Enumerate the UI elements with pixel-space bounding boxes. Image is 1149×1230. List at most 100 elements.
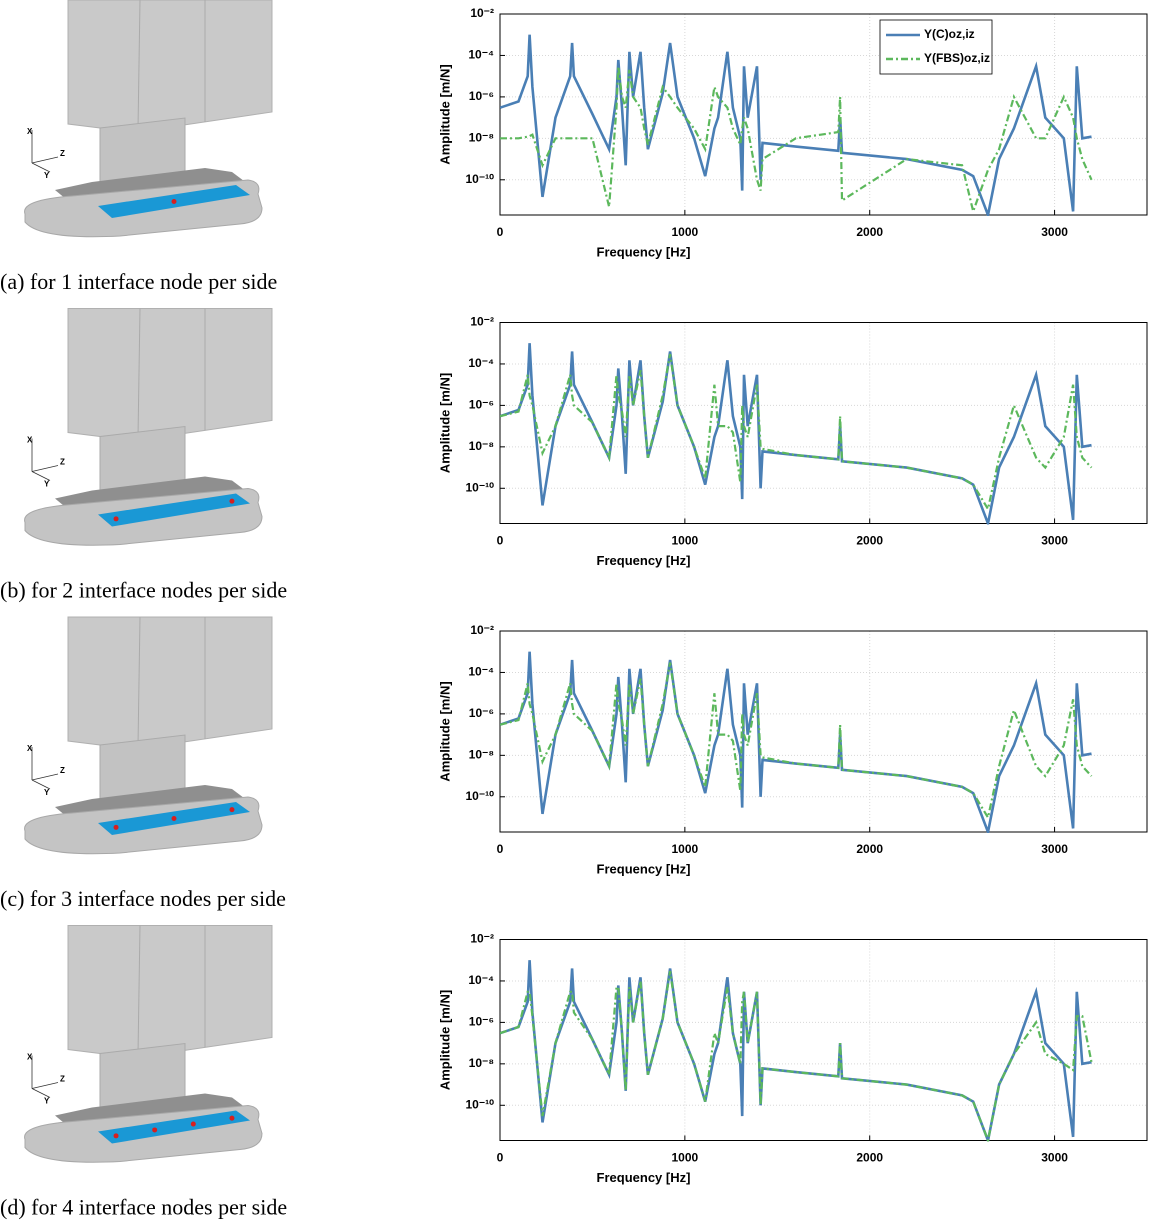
series-line bbox=[500, 353, 1093, 512]
interface-node bbox=[113, 824, 119, 830]
x-tick-label: 0 bbox=[497, 534, 504, 548]
plot-area bbox=[500, 14, 1147, 215]
axis-arrow bbox=[31, 1088, 51, 1098]
axes-box bbox=[499, 322, 1148, 524]
model-render: X Z Y bbox=[24, 308, 273, 546]
model-render: X Z Y bbox=[24, 925, 273, 1163]
model-axis-label: Y bbox=[44, 171, 50, 180]
axes-box bbox=[499, 13, 1148, 216]
y-axis-label: Amplitude [m/N] bbox=[437, 64, 452, 164]
y-tick-label: 10⁻¹⁰ bbox=[466, 1097, 495, 1111]
y-tick-label: 10⁻² bbox=[470, 932, 494, 946]
interface-node bbox=[113, 1133, 119, 1139]
panel: X Z Y (b) for 2 interface nodes per side 10⁻… bbox=[0, 308, 1148, 603]
x-tick-label: 2000 bbox=[856, 842, 883, 856]
interface-node bbox=[229, 498, 235, 504]
model-axis-label: Y bbox=[44, 480, 50, 489]
model-axis-label: X bbox=[27, 436, 33, 445]
model-axis-label: X bbox=[27, 1053, 33, 1062]
y-tick-label: 10⁻⁶ bbox=[469, 706, 494, 720]
panel: X Z Y (c) for 3 interface nodes per side 10⁻… bbox=[0, 616, 1148, 911]
x-tick-label: 3000 bbox=[1041, 534, 1068, 548]
y-tick-label: 10⁻⁴ bbox=[468, 665, 494, 679]
x-tick-label: 0 bbox=[497, 842, 504, 856]
model-axis-label: Z bbox=[60, 458, 65, 467]
x-axis-label: Frequency [Hz] bbox=[597, 553, 691, 568]
interface-node bbox=[171, 816, 177, 821]
interface-strip bbox=[98, 1110, 250, 1144]
model-axis-label: Y bbox=[44, 1097, 50, 1106]
x-tick-label: 1000 bbox=[672, 225, 699, 239]
series-line bbox=[500, 34, 1092, 216]
plot-area bbox=[500, 939, 1147, 1141]
x-tick-label: 3000 bbox=[1041, 1151, 1068, 1165]
x-tick-label: 3000 bbox=[1041, 842, 1068, 856]
y-tick-label: 10⁻⁸ bbox=[469, 131, 494, 145]
upper-block bbox=[67, 308, 273, 440]
panel: X Z Y (d) for 4 interface nodes per side 10⁻… bbox=[0, 925, 1148, 1220]
panel: X Z Y (a) for 1 interface node per side 10⁻²… bbox=[0, 0, 1148, 294]
y-tick-label: 10⁻⁴ bbox=[468, 973, 494, 987]
block-edge bbox=[137, 616, 141, 747]
y-tick-label: 10⁻⁸ bbox=[469, 439, 494, 453]
interface-node bbox=[152, 1127, 158, 1133]
legend-label: Y(C)oz,iz bbox=[924, 27, 975, 41]
series-line bbox=[500, 343, 1092, 525]
y-tick-label: 10⁻⁶ bbox=[469, 89, 494, 103]
model-render: X Z Y bbox=[24, 0, 273, 238]
upper-block bbox=[67, 925, 273, 1057]
interface-node bbox=[229, 807, 235, 813]
y-tick-label: 10⁻⁸ bbox=[469, 748, 494, 762]
x-tick-label: 1000 bbox=[672, 534, 699, 548]
y-tick-label: 10⁻¹⁰ bbox=[466, 480, 495, 494]
interface-node bbox=[190, 1121, 196, 1127]
x-tick-label: 1000 bbox=[672, 842, 699, 856]
y-tick-label: 10⁻² bbox=[470, 6, 494, 20]
x-axis-label: Frequency [Hz] bbox=[597, 861, 691, 876]
y-tick-label: 10⁻¹⁰ bbox=[466, 789, 495, 803]
series-line bbox=[500, 662, 1093, 821]
x-tick-label: 2000 bbox=[856, 534, 883, 548]
model-axis-label: Z bbox=[60, 766, 65, 775]
y-tick-label: 10⁻⁶ bbox=[469, 398, 494, 412]
y-axis-label: Amplitude [m/N] bbox=[437, 990, 452, 1090]
interface-node bbox=[171, 199, 177, 204]
caption: (d) for 4 interface nodes per side bbox=[0, 1195, 287, 1220]
x-tick-label: 3000 bbox=[1041, 225, 1068, 239]
plot-area bbox=[500, 631, 1147, 832]
legend-box bbox=[879, 19, 993, 75]
x-tick-label: 2000 bbox=[856, 1151, 883, 1165]
x-tick-label: 1000 bbox=[672, 1151, 699, 1165]
upper-block bbox=[67, 0, 273, 131]
series-line bbox=[500, 970, 1093, 1142]
y-tick-label: 10⁻¹⁰ bbox=[466, 172, 495, 186]
model-axis-label: X bbox=[27, 744, 33, 753]
model-axis-label: Z bbox=[60, 1075, 65, 1084]
block-edge bbox=[137, 0, 141, 130]
axis-arrow bbox=[31, 779, 51, 790]
legend-label: Y(FBS)oz,iz bbox=[924, 51, 990, 65]
y-tick-label: 10⁻⁸ bbox=[469, 1056, 494, 1070]
y-tick-label: 10⁻⁶ bbox=[469, 1015, 494, 1029]
interface-node bbox=[229, 1115, 235, 1121]
caption: (c) for 3 interface nodes per side bbox=[0, 886, 286, 911]
x-axis-label: Frequency [Hz] bbox=[597, 1170, 691, 1185]
x-axis-label: Frequency [Hz] bbox=[597, 244, 691, 259]
block-edge bbox=[137, 925, 141, 1055]
caption: (b) for 2 interface nodes per side bbox=[0, 578, 287, 603]
axis-arrow bbox=[31, 471, 51, 481]
plot-area bbox=[500, 322, 1147, 524]
axes-box bbox=[499, 939, 1148, 1141]
series-line bbox=[500, 66, 1093, 216]
upper-block bbox=[67, 616, 273, 748]
y-tick-label: 10⁻⁴ bbox=[468, 48, 494, 62]
axes-box bbox=[499, 630, 1148, 833]
axis-arrow bbox=[31, 162, 51, 173]
y-axis-label: Amplitude [m/N] bbox=[437, 681, 452, 781]
interface-strip bbox=[98, 493, 250, 527]
interface-node bbox=[113, 516, 119, 522]
model-axis-label: X bbox=[27, 127, 33, 136]
x-tick-label: 2000 bbox=[856, 225, 883, 239]
